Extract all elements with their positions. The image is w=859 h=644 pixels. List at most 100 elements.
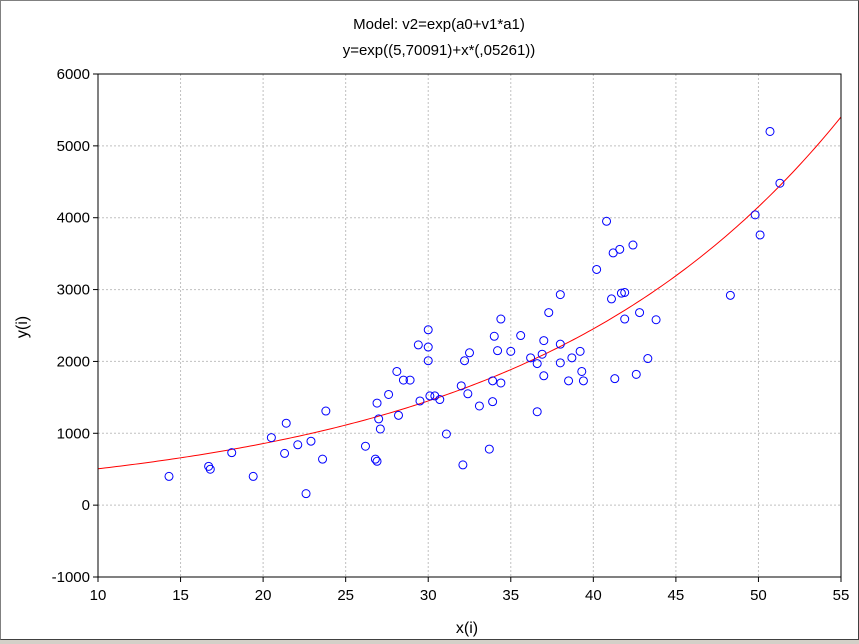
data-point <box>567 353 577 363</box>
data-point <box>544 308 554 318</box>
data-point <box>516 331 526 341</box>
data-point <box>321 406 331 416</box>
data-point <box>750 210 760 220</box>
data-point <box>474 401 484 411</box>
data-point <box>425 391 435 401</box>
data-point <box>489 331 499 341</box>
data-point <box>575 346 585 356</box>
data-point <box>725 290 735 300</box>
data-point <box>205 464 215 474</box>
data-point <box>415 396 425 406</box>
data-point <box>651 315 661 325</box>
data-point <box>370 454 380 464</box>
data-point <box>458 460 468 470</box>
data-point <box>620 287 630 297</box>
x-tick-label: 35 <box>502 587 519 604</box>
data-point <box>423 356 433 366</box>
y-tick-label: 3000 <box>57 282 90 299</box>
data-point <box>493 346 503 356</box>
x-tick-label: 45 <box>668 587 685 604</box>
data-point <box>413 340 423 350</box>
x-tick-label: 30 <box>420 587 437 604</box>
data-point <box>266 433 276 443</box>
data-point <box>306 436 316 446</box>
data-point <box>423 325 433 335</box>
data-point <box>384 389 394 399</box>
data-point <box>539 371 549 381</box>
data-point <box>372 456 382 466</box>
data-point <box>578 376 588 386</box>
data-point <box>564 376 574 386</box>
data-point <box>484 444 494 454</box>
data-point <box>360 441 370 451</box>
data-point <box>555 339 565 349</box>
data-point <box>616 288 626 298</box>
data-point <box>532 407 542 417</box>
data-point <box>765 126 775 136</box>
data-point <box>488 397 498 407</box>
data-point <box>610 374 620 384</box>
data-point <box>164 471 174 481</box>
data-point <box>374 414 384 424</box>
x-tick-label: 10 <box>90 587 107 604</box>
data-point <box>398 375 408 385</box>
data-point <box>606 294 616 304</box>
x-tick-label: 20 <box>255 587 272 604</box>
data-point <box>577 366 587 376</box>
data-point <box>602 216 612 226</box>
data-point <box>555 290 565 300</box>
data-point <box>628 240 638 250</box>
y-axis-title: y(i) <box>14 316 31 338</box>
data-point <box>318 454 328 464</box>
x-tick-label: 50 <box>750 587 767 604</box>
data-point <box>460 356 470 366</box>
data-point <box>375 424 385 434</box>
data-point <box>423 342 433 352</box>
data-point <box>615 244 625 254</box>
data-point <box>280 448 290 458</box>
fit-curve-group <box>97 116 842 470</box>
fit-curve <box>97 116 842 470</box>
y-tick-label: 2000 <box>57 353 90 370</box>
data-point <box>281 418 291 428</box>
data-point <box>631 369 641 379</box>
data-point <box>405 375 415 385</box>
data-point <box>775 178 785 188</box>
data-point <box>463 389 473 399</box>
x-tick-label: 15 <box>172 587 189 604</box>
y-tick-label: 6000 <box>57 66 90 83</box>
data-point <box>496 314 506 324</box>
data-point <box>227 448 237 458</box>
data-point <box>555 358 565 368</box>
y-tick-label: 0 <box>82 497 90 514</box>
data-point <box>301 489 311 499</box>
data-point <box>488 376 498 386</box>
y-tick-label: -1000 <box>52 569 90 586</box>
data-point <box>539 336 549 346</box>
x-tick-label: 55 <box>833 587 850 604</box>
data-point <box>248 471 258 481</box>
data-points <box>164 126 785 499</box>
data-point <box>456 381 466 391</box>
data-point <box>465 348 474 358</box>
axis-ticks: 10 15 20 25 30 35 40 45 50 55 -1000 0 1000 2000 3000 40… <box>52 66 850 604</box>
data-point <box>537 349 547 359</box>
chart-title: Model: v2=exp(a0+v1*a1) <box>353 16 525 33</box>
data-point <box>643 354 653 364</box>
data-point <box>526 353 536 363</box>
x-tick-label: 40 <box>585 587 602 604</box>
data-point <box>293 440 303 450</box>
y-tick-label: 5000 <box>57 138 90 155</box>
data-point <box>441 429 451 439</box>
x-axis-title: x(i) <box>456 620 478 637</box>
data-point <box>372 398 382 408</box>
data-point <box>506 346 516 356</box>
plot-area-frame <box>97 73 842 578</box>
data-point <box>394 410 404 420</box>
y-tick-label: 1000 <box>57 425 90 442</box>
data-point <box>532 359 542 369</box>
data-point <box>435 395 445 405</box>
data-point <box>755 230 765 240</box>
